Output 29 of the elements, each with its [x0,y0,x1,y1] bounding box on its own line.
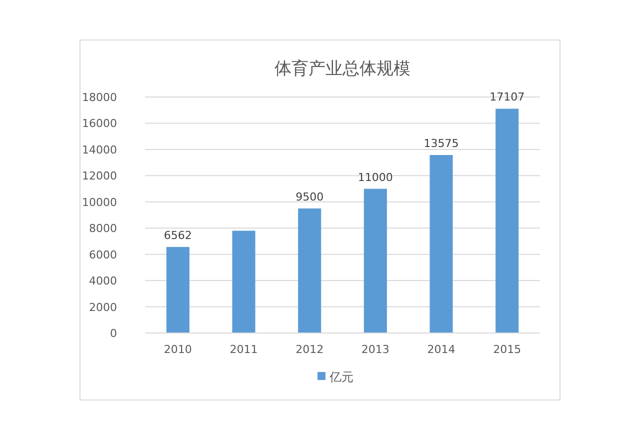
data-label: 13575 [424,137,459,150]
bar [496,108,519,333]
bar [298,208,322,333]
y-tick-label: 16000 [82,117,117,130]
x-tick-label: 2010 [164,343,192,356]
bar [166,246,190,333]
data-label: 11000 [358,170,393,184]
x-tick-label: 2015 [493,343,522,356]
chart-title: 体育产业总体规模 [274,59,410,79]
y-tick-label: 0 [110,327,117,340]
x-tick-label: 2013 [361,343,390,356]
x-tick-label: 2011 [230,343,258,356]
y-tick-label: 14000 [82,143,117,156]
x-tick-label: 2014 [427,343,456,356]
y-tick-label: 6000 [89,248,117,262]
data-label: 9500 [296,190,324,204]
data-label: 6562 [164,228,192,242]
y-tick-label: 10000 [82,196,117,209]
data-label: 17107 [490,90,525,104]
legend-label: 亿元 [328,370,354,384]
y-tick-label: 4000 [89,274,117,288]
y-tick-label: 2000 [89,300,117,314]
y-tick-label: 18000 [82,91,117,104]
bar [430,155,453,333]
y-tick-label: 8000 [89,222,117,236]
bar [364,188,387,333]
x-tick-label: 2012 [296,343,324,356]
y-tick-label: 12000 [82,170,117,183]
bar [232,230,256,333]
